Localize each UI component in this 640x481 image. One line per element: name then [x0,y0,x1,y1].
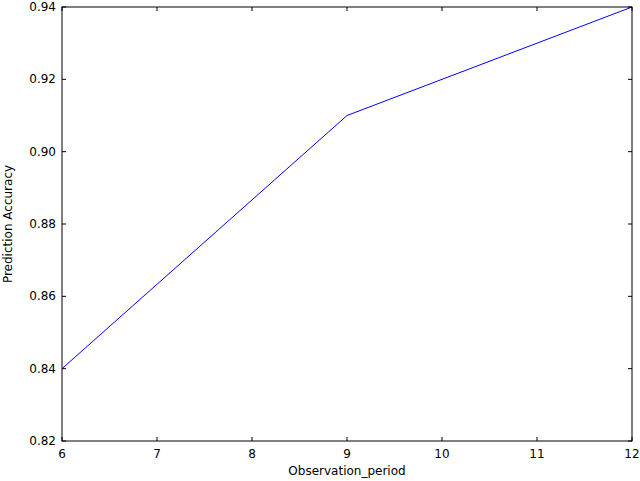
x-tick-top [157,7,158,11]
y-tick-label: 0.94 [29,0,56,14]
y-tick [62,7,66,8]
x-tick [62,437,63,441]
y-tick-label: 0.86 [29,289,56,303]
x-tick-label: 10 [434,447,449,461]
x-axis-label: Observation_period [288,464,405,478]
y-tick-label: 0.90 [29,145,56,159]
y-tick-label: 0.88 [29,217,56,231]
x-tick-label: 6 [58,447,66,461]
x-tick [252,437,253,441]
x-tick-label: 9 [343,447,351,461]
plot-area [62,7,632,369]
background [0,0,640,481]
y-tick-right [628,151,632,152]
x-tick [632,437,633,441]
y-tick [62,151,66,152]
y-tick-right [628,296,632,297]
x-tick-top [347,7,348,11]
y-tick-label: 0.84 [29,362,56,376]
x-tick [442,437,443,441]
x-tick-top [62,7,63,11]
chart-container: 6 7 8 9 10 11 12 0.82 0.84 0.86 0.88 0.90 0.92 0.94 Ob… [0,0,640,481]
x-tick-label: 8 [248,447,256,461]
y-tick-label: 0.82 [29,434,56,448]
x-tick-label: 11 [529,447,544,461]
y-tick-label: 0.92 [29,72,56,86]
y-tick-right [628,7,632,8]
plot-frame [62,7,632,441]
x-tick [347,437,348,441]
y-tick [62,441,66,442]
y-tick-right [628,224,632,225]
y-tick [62,368,66,369]
chart-svg: 6 7 8 9 10 11 12 0.82 0.84 0.86 0.88 0.90 0.92 0.94 Ob… [0,0,640,481]
data-line [62,7,632,369]
y-tick [62,79,66,80]
x-tick-top [537,7,538,11]
x-tick-label: 12 [624,447,639,461]
y-tick-right [628,441,632,442]
y-axis-label: Prediction Accuracy [1,165,15,283]
y-tick-right [628,79,632,80]
x-tick-top [632,7,633,11]
x-tick-top [442,7,443,11]
x-tick [157,437,158,441]
y-tick [62,296,66,297]
x-tick [537,437,538,441]
y-tick-right [628,368,632,369]
x-tick-label: 7 [153,447,161,461]
y-tick [62,224,66,225]
x-tick-top [252,7,253,11]
